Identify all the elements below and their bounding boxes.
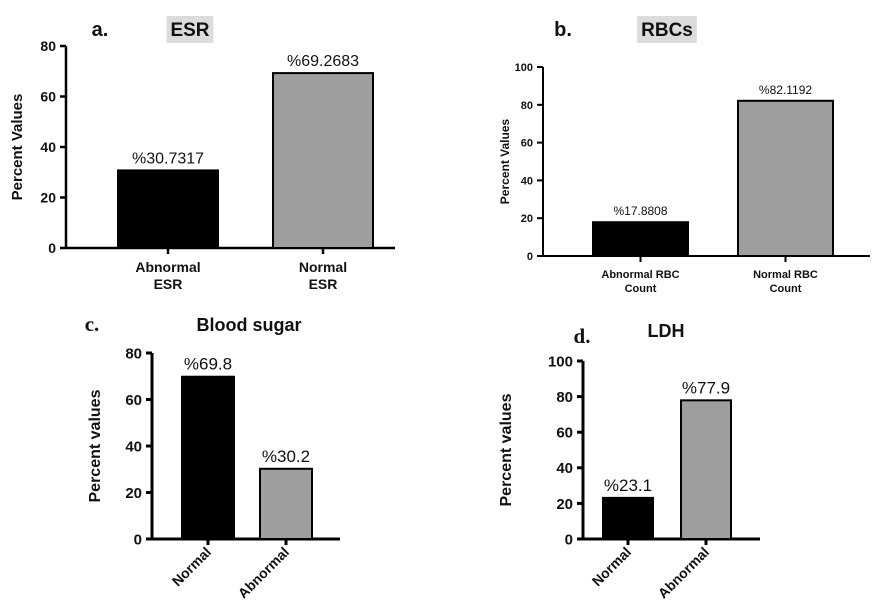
title-highlight <box>166 16 214 43</box>
y-axis-label: Percent values <box>498 393 515 506</box>
y-tick-label: 40 <box>40 139 56 155</box>
y-tick-label: 40 <box>521 175 533 187</box>
panel-label: c. <box>85 312 100 336</box>
y-axis-label: Percent values <box>87 389 104 502</box>
title-highlight <box>637 16 697 43</box>
x-category-label: Normal RBC Count <box>753 269 818 295</box>
y-tick-label: 100 <box>515 62 533 74</box>
y-tick-label: 0 <box>527 251 533 263</box>
y-tick-label: 80 <box>521 100 533 112</box>
y-tick-label: 100 <box>548 353 573 370</box>
y-tick-label: 0 <box>134 531 142 548</box>
panel-label: d. <box>574 324 591 348</box>
bar <box>680 399 732 541</box>
y-tick-label: 40 <box>556 460 573 477</box>
bar-value-label: %77.9 <box>682 378 730 397</box>
chart-panel: a. ESR Percent Values 0 20 40 60 80 %30.7317 Abno… <box>9 16 395 292</box>
y-axis-label: Percent Values <box>9 94 26 201</box>
bar <box>117 169 219 249</box>
chart-title: RBCs <box>641 20 693 41</box>
y-tick-label: 0 <box>48 240 56 256</box>
y-tick-label: 80 <box>40 38 56 54</box>
bar-value-label: %17.8808 <box>613 204 667 218</box>
panel-label: a. <box>92 19 109 41</box>
x-category-label: Abnormal <box>655 544 713 602</box>
x-category-label: Normal ESR <box>299 259 347 292</box>
y-tick-label: 0 <box>565 531 573 548</box>
y-tick-label: 80 <box>556 389 573 406</box>
y-tick-label: 20 <box>40 190 56 206</box>
chart-title: Blood sugar <box>196 315 301 335</box>
y-tick-label: 40 <box>125 438 142 455</box>
bar <box>181 375 235 540</box>
x-category-label: Abnormal ESR <box>135 259 200 292</box>
panel-label: b. <box>554 19 572 41</box>
bar-value-label: %69.2683 <box>287 53 359 70</box>
y-tick-label: 60 <box>556 425 573 442</box>
y-tick-label: 20 <box>125 485 142 502</box>
chart-title: LDH <box>648 321 685 341</box>
bar <box>259 467 313 540</box>
y-tick-label: 60 <box>125 392 142 409</box>
chart-panel: b. RBCs Percent Values 0 20 40 60 80 100 %17.8808… <box>498 16 870 295</box>
bar-value-label: %82.1192 <box>759 83 812 97</box>
chart-panel: c. Blood sugar Percent values 0 20 40 60 80 %69.… <box>85 312 340 601</box>
bar-value-label: %23.1 <box>604 476 652 495</box>
bar <box>272 72 374 249</box>
bar-value-label: %30.7317 <box>132 150 204 167</box>
y-tick-label: 20 <box>556 496 573 513</box>
x-category-label: Abnormal RBC Count <box>601 269 679 295</box>
x-category-label: Abnormal <box>235 544 293 602</box>
x-category-label: Normal <box>169 544 214 589</box>
y-tick-label: 80 <box>125 345 142 362</box>
chart-title: ESR <box>170 20 209 41</box>
chart-panel: d. LDH Percent values 0 20 40 60 80 100 %23.1 Norm… <box>498 321 760 601</box>
bar <box>737 99 834 257</box>
bar-value-label: %30.2 <box>262 447 310 466</box>
y-tick-label: 60 <box>40 89 56 105</box>
y-tick-label: 60 <box>521 138 533 150</box>
x-category-label: Normal <box>589 544 634 589</box>
bar <box>592 221 689 258</box>
y-tick-label: 20 <box>521 213 533 225</box>
bar <box>602 496 654 540</box>
y-axis-label: Percent Values <box>498 118 512 204</box>
bar-value-label: %69.8 <box>184 355 232 374</box>
